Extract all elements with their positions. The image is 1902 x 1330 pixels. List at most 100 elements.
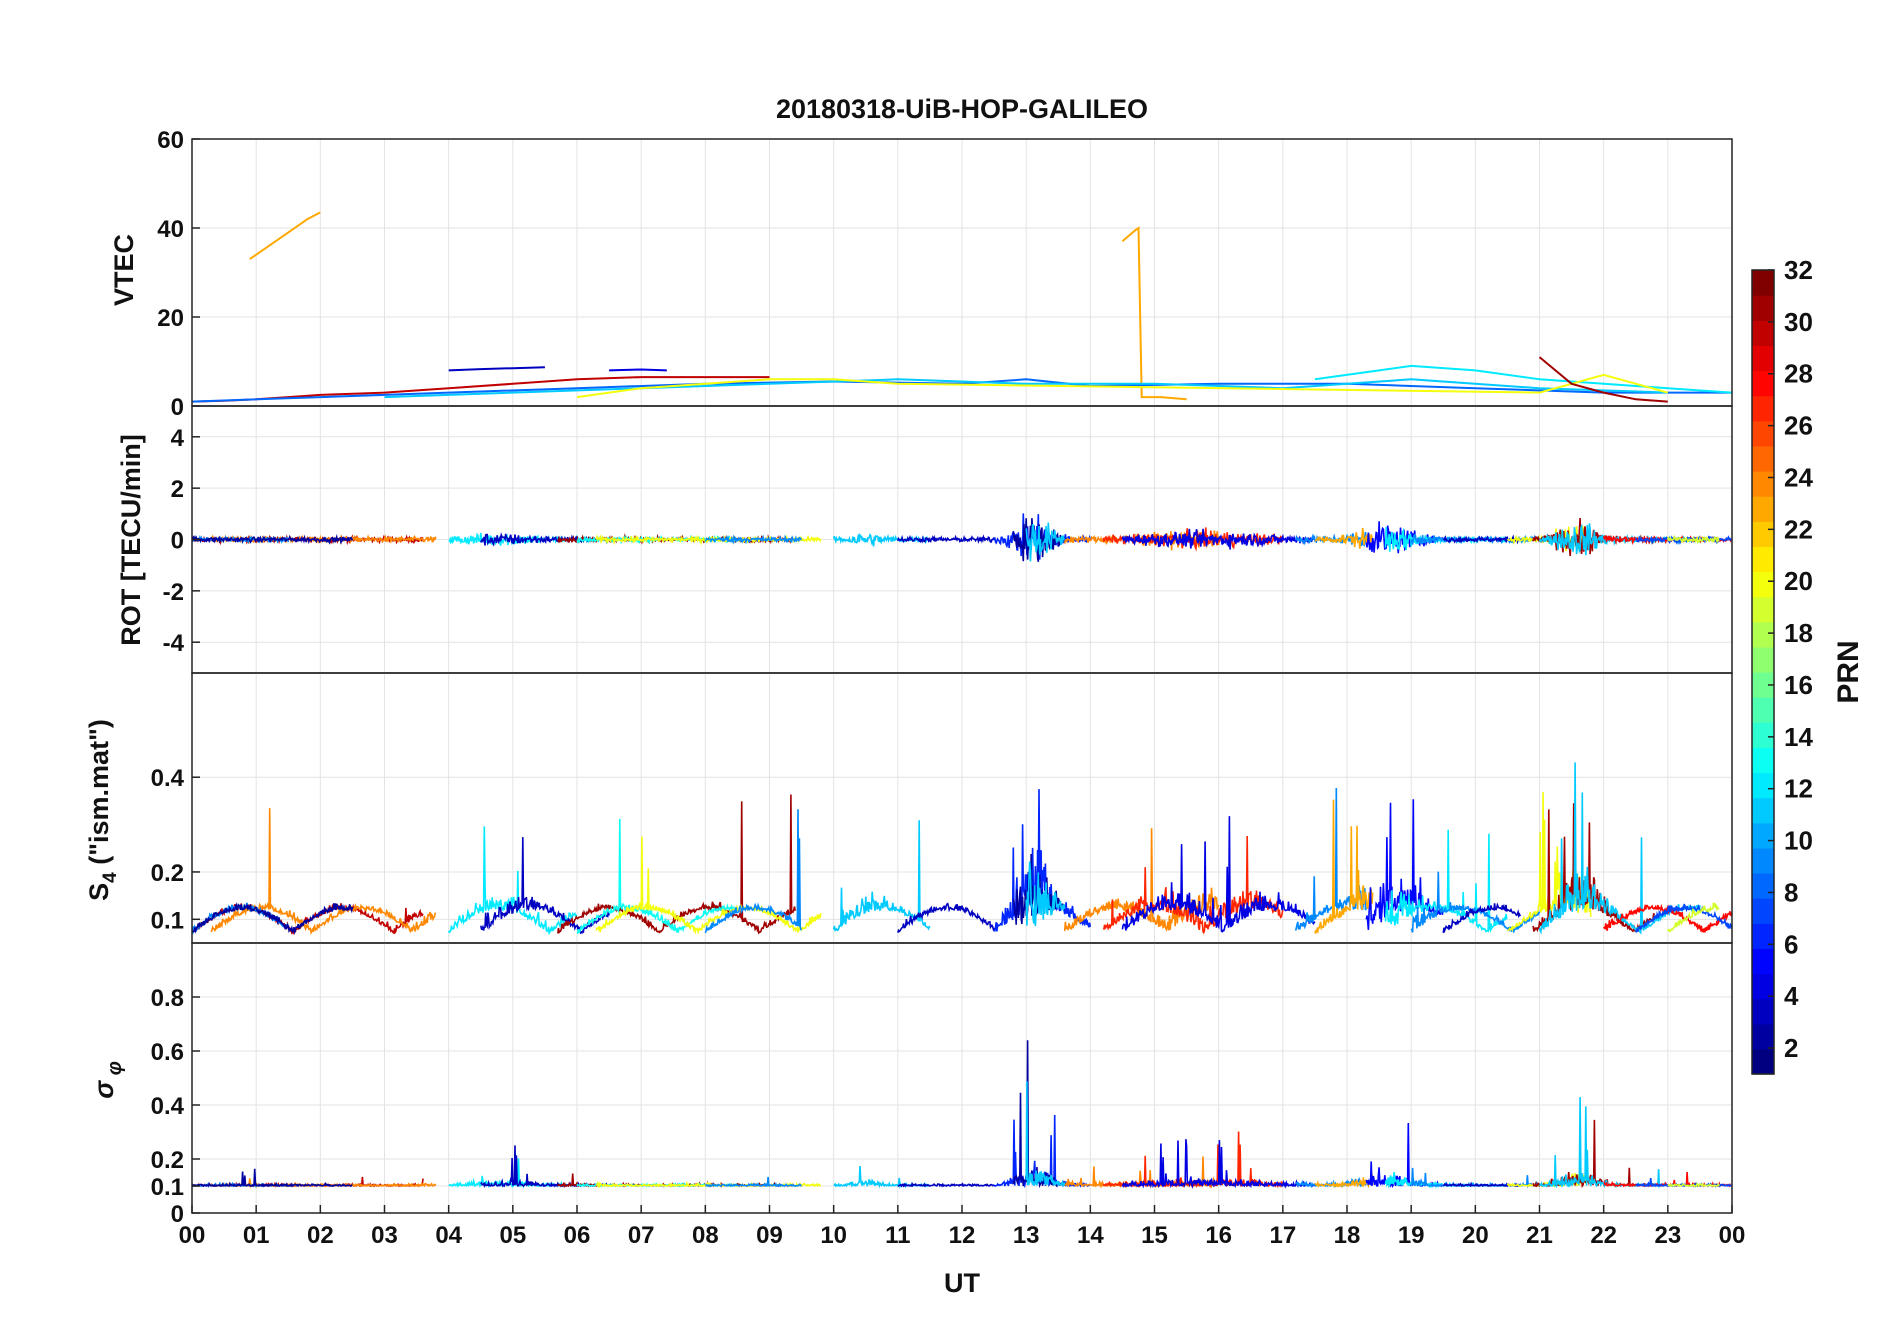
series-line-prn-9 — [704, 534, 803, 545]
colorbar-cell — [1752, 471, 1774, 497]
series-line-prn-3 — [1442, 1181, 1521, 1188]
x-tick-label: 14 — [1077, 1222, 1104, 1249]
x-tick-label: 16 — [1205, 1222, 1232, 1249]
colorbar-cell — [1752, 646, 1774, 673]
x-tick-label: 15 — [1141, 1222, 1168, 1249]
colorbar-tick-label: 22 — [1784, 514, 1813, 544]
y-tick-label: 0.4 — [151, 1093, 185, 1120]
series-line-prn-12 — [1314, 364, 1732, 394]
series-line-prn-5 — [1365, 799, 1444, 930]
colorbar-cell — [1752, 697, 1774, 723]
series-line-prn-2 — [192, 1168, 353, 1188]
colorbar-label: PRN — [1832, 640, 1865, 703]
series-line-prn-2 — [192, 533, 354, 545]
x-tick-label: 21 — [1526, 1222, 1553, 1249]
series-line-prn-31 — [1538, 356, 1668, 403]
x-tick-label: 17 — [1269, 1222, 1296, 1249]
panel-sigma-phi-ylabel: σ φ — [89, 1061, 126, 1099]
colorbar-cell — [1752, 1023, 1774, 1050]
series-line-prn-3 — [897, 534, 995, 544]
series-line-prn-23 — [1314, 528, 1374, 549]
colorbar-cell — [1752, 270, 1774, 296]
x-tick-label: 00 — [179, 1222, 206, 1249]
colorbar-cell — [1752, 295, 1774, 321]
colorbar-tick-label: 18 — [1784, 618, 1813, 648]
series-line-prn-11 — [1025, 1081, 1066, 1188]
series-line-prn-4 — [609, 368, 667, 372]
colorbar-tick-label: 4 — [1784, 981, 1799, 1011]
x-tick-label: 04 — [435, 1222, 462, 1249]
colorbar-cell — [1752, 923, 1774, 949]
series-line-prn-3 — [1442, 902, 1522, 934]
series-line-prn-20 — [595, 836, 822, 935]
y-tick-label: 4 — [171, 425, 185, 452]
x-tick-label: 20 — [1462, 1222, 1489, 1249]
colorbar-cell — [1752, 998, 1774, 1025]
series-line-prn-23 — [1314, 1173, 1374, 1189]
y-tick-label: -4 — [163, 630, 185, 657]
colorbar-tick-label: 12 — [1784, 774, 1813, 804]
colorbar-tick-label: 2 — [1784, 1033, 1798, 1063]
colorbar-cell — [1752, 772, 1774, 799]
y-tick-label: 0 — [171, 528, 184, 555]
colorbar-tick-label: 28 — [1784, 359, 1813, 389]
series-line-prn-23 — [249, 211, 321, 260]
colorbar-cell — [1752, 420, 1774, 447]
y-tick-label: 40 — [157, 216, 184, 243]
colorbar-tick-label: 26 — [1784, 411, 1813, 441]
colorbar-cell — [1752, 571, 1774, 598]
colorbar-cell — [1752, 546, 1774, 573]
y-tick-label: 2 — [171, 476, 184, 503]
colorbar-cell — [1752, 370, 1774, 397]
colorbar-cell — [1752, 320, 1774, 346]
y-tick-label: 0.6 — [151, 1039, 184, 1066]
series-line-prn-12 — [447, 826, 578, 936]
colorbar-cell — [1752, 496, 1774, 522]
x-tick-label: 18 — [1334, 1222, 1361, 1249]
series-line-prn-4 — [1121, 1139, 1316, 1190]
colorbar-cell — [1752, 747, 1774, 774]
panel-rot-ylabel: ROT [TECU/min] — [116, 434, 146, 645]
panel-rot: ROT [TECU/min] -4 -2 0 2 4 — [116, 405, 1733, 674]
colorbar-cell — [1752, 1048, 1774, 1075]
series-line-prn-19 — [1667, 1182, 1720, 1188]
colorbar-tick-label: 32 — [1784, 255, 1813, 285]
chart-title: 20180318-UiB-HOP-GALILEO — [776, 94, 1148, 124]
colorbar-cell — [1752, 898, 1774, 924]
x-tick-label: 11 — [885, 1222, 910, 1249]
series-line-prn-9 — [1294, 787, 1368, 931]
series-line-prn-11 — [1025, 861, 1066, 927]
series-line-prn-3 — [448, 366, 545, 372]
y-tick-label: 20 — [157, 305, 184, 332]
series-line-prn-8 — [192, 378, 1732, 403]
x-tick-label: 05 — [499, 1222, 526, 1249]
colorbar-cell — [1752, 822, 1774, 849]
x-tick-label: 00 — [1719, 1222, 1746, 1249]
colorbar-tick-label: 16 — [1784, 670, 1813, 700]
x-tick-label: 19 — [1398, 1222, 1425, 1249]
series-line-prn-19 — [1667, 534, 1720, 545]
series-line-prn-3 — [1442, 534, 1521, 545]
series-line-prn-9 — [705, 1176, 802, 1188]
series-line-prn-11 — [1025, 522, 1066, 562]
x-tick-label: 07 — [628, 1222, 655, 1249]
x-tick-label: 22 — [1590, 1222, 1617, 1249]
y-tick-label: 0.4 — [151, 765, 185, 792]
x-tick-label: 12 — [949, 1222, 976, 1249]
panel-s4-ylabel: S4 ("ism.mat") — [84, 719, 121, 901]
colorbar-cell — [1752, 395, 1774, 422]
colorbar-cell — [1752, 722, 1774, 748]
x-tick-label: 09 — [756, 1222, 783, 1249]
x-axis-label: UT — [944, 1268, 980, 1298]
x-tick-label: 06 — [564, 1222, 591, 1249]
colorbar-cell — [1752, 345, 1774, 372]
x-axis-ticks: 00 01 02 03 04 05 06 07 08 09 10 11 12 13 14 15 16 17 18 19… — [179, 1205, 1746, 1249]
series-line-prn-7 — [1635, 903, 1732, 933]
y-tick-label: 60 — [157, 127, 184, 154]
colorbar-cell — [1752, 948, 1774, 975]
colorbar-cell — [1752, 873, 1774, 899]
series-line-prn-23 — [1314, 799, 1374, 935]
series-line-prn-3 — [897, 1181, 995, 1188]
